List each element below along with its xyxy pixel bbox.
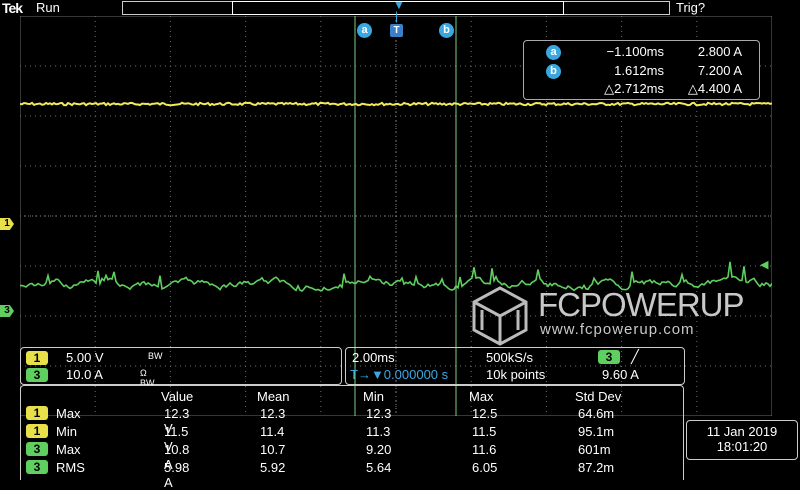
header-mean: Mean <box>257 389 290 404</box>
measurement-min: 5.64 <box>366 460 392 475</box>
ch3-settings[interactable]: 3 10.0 A Ω BW <box>26 367 155 388</box>
cursor-b-value: 7.200 A <box>697 63 742 78</box>
time: 18:01:20 <box>716 439 768 454</box>
measurement-channel-tag: 3 <box>26 442 48 456</box>
header-min: Min <box>363 389 384 404</box>
measurement-mean: 10.7 <box>260 442 286 457</box>
measurement-channel-tag: 1 <box>26 424 48 438</box>
measurement-channel-tag: 3 <box>26 460 48 474</box>
sample-rate: 500kS/s <box>486 350 533 365</box>
measurement-channel-tag: 1 <box>26 406 48 420</box>
trigger-level-arrow-icon[interactable]: ◀ <box>760 259 769 271</box>
measurement-std: 95.1m <box>578 424 615 439</box>
measurement-max: 6.05 <box>472 460 498 475</box>
ch3-scale: 10.0 A <box>66 367 103 382</box>
header-max: Max <box>469 389 494 404</box>
measurement-mean: 5.92 <box>260 460 286 475</box>
measurement-min: 11.3 <box>366 424 391 439</box>
ch1-waveform <box>20 101 772 107</box>
cursor-a-time: −1.100ms <box>606 44 664 59</box>
measurement-min: 12.3 <box>366 406 392 421</box>
watermark-cube-logo <box>472 286 528 346</box>
cursor-delta-row: △2.712ms △4.400 A <box>524 81 759 99</box>
record-length: 10k points <box>486 367 546 382</box>
measurement-type: Max <box>56 406 81 421</box>
cursor-delta-time: △2.712ms <box>604 81 664 96</box>
measurement-value: 10.8 A <box>164 442 190 472</box>
grid-lines <box>20 16 772 416</box>
cursor-readout-panel: a −1.100ms 2.800 A b 1.612ms 7.200 A △2.… <box>523 40 760 100</box>
measurement-max: 12.5 <box>472 406 498 421</box>
time-per-div: 2.00ms <box>352 350 395 365</box>
ch1-settings[interactable]: 1 5.00 V BW <box>26 350 163 366</box>
measurement-type: Min <box>56 424 77 439</box>
header-value: Value <box>161 389 194 404</box>
ch3-ground-marker[interactable]: 3 <box>0 305 14 317</box>
record-view-window[interactable] <box>232 1 564 15</box>
watermark-url: www.fcpowerup.com <box>540 321 695 338</box>
cursor-delta-value: △4.400 A <box>687 81 742 96</box>
measurement-value: 5.98 A <box>164 460 190 490</box>
trigger-source-tag: 3 <box>598 350 620 364</box>
date: 11 Jan 2019 <box>706 424 778 439</box>
trigger-status: Trig? <box>676 0 706 15</box>
measurement-table: Value Mean Min Max Std Dev 1 Max 12.3 V 12.… <box>20 385 684 490</box>
waveform-graticule[interactable] <box>20 16 772 416</box>
ch1-ground-marker[interactable]: 1 <box>0 218 14 230</box>
horizontal-settings-panel[interactable]: 2.00ms 500kS/s 3 ╱ T→▼0.000000 s 10k poi… <box>345 347 685 385</box>
measurement-mean: 12.3 <box>260 406 286 421</box>
measurement-std: 64.6m <box>578 406 615 421</box>
trigger-position-arrow-icon[interactable]: ▼ | <box>393 0 405 23</box>
cursor-a-value: 2.800 A <box>697 44 742 59</box>
watermark-name: FCPOWERUP <box>538 286 744 323</box>
date-time-panel: 11 Jan 2019 18:01:20 <box>686 420 798 460</box>
vertical-settings-panel[interactable]: 1 5.00 V BW 3 10.0 A Ω BW <box>20 347 342 388</box>
ch1-flags: BW <box>148 351 163 361</box>
trigger-slope-icon: ╱ <box>631 349 639 364</box>
measurement-max: 11.5 <box>472 424 497 439</box>
brand-logo: Tek <box>2 0 23 16</box>
measurement-max: 11.6 <box>472 442 497 457</box>
ch3-waveform <box>20 261 772 292</box>
cursor-b-time: 1.612ms <box>614 63 664 78</box>
measurement-type: Max <box>56 442 81 457</box>
trigger-position-marker[interactable]: T <box>390 24 403 37</box>
trigger-level: 9.60 A <box>602 367 639 382</box>
measurement-min: 9.20 <box>366 442 392 457</box>
ch1-scale: 5.00 V <box>66 350 104 365</box>
cursor-a-marker[interactable]: a <box>357 23 372 38</box>
header-std-dev: Std Dev <box>575 389 622 404</box>
cursor-a-row: a −1.100ms 2.800 A <box>524 44 759 62</box>
measurement-std: 87.2m <box>578 460 615 475</box>
acquisition-state[interactable]: Run <box>36 0 60 15</box>
measurement-value: 11.5 V <box>164 424 189 454</box>
cursor-a-badge: a <box>546 45 561 60</box>
cursor-b-row: b 1.612ms 7.200 A <box>524 63 759 81</box>
measurement-value: 12.3 V <box>164 406 190 436</box>
cursor-b-badge: b <box>546 64 561 79</box>
measurement-type: RMS <box>56 460 85 475</box>
ch1-tag: 1 <box>26 351 48 365</box>
cursor-b-marker[interactable]: b <box>439 23 454 38</box>
measurement-mean: 11.4 <box>260 424 285 439</box>
measurement-std: 601m <box>578 442 611 457</box>
ch3-flags: Ω BW <box>140 368 155 388</box>
horizontal-position: T→▼0.000000 s <box>350 367 449 382</box>
ch3-tag: 3 <box>26 368 48 382</box>
